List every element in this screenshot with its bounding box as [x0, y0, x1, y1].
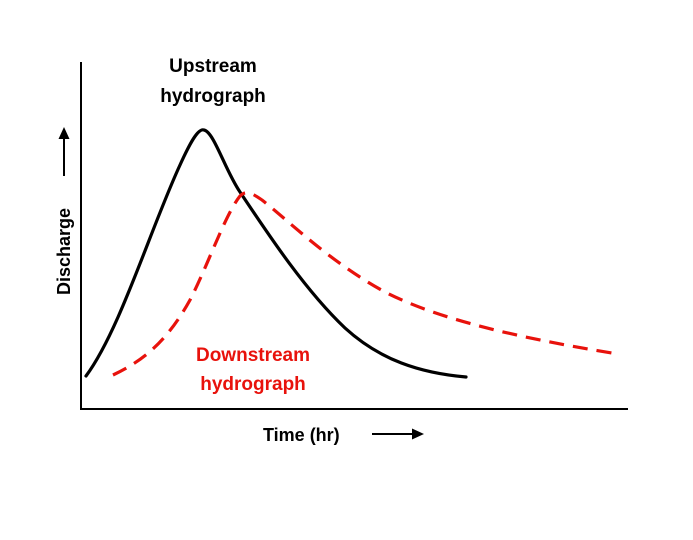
upstream-label-line1: Upstream	[169, 56, 257, 77]
downstream-hydrograph-curve	[112, 191, 613, 377]
right-arrow-icon	[372, 428, 424, 440]
axes	[80, 62, 628, 410]
downstream-label-line1: Downstream	[196, 345, 310, 366]
x-axis-label: Time (hr)	[263, 425, 340, 445]
upstream-hydrograph-curve	[84, 128, 468, 379]
y-axis-label: Discharge	[54, 208, 74, 295]
up-arrow-icon	[58, 127, 70, 176]
upstream-label-line2: hydrograph	[160, 86, 266, 107]
downstream-label-line2: hydrograph	[200, 374, 306, 395]
